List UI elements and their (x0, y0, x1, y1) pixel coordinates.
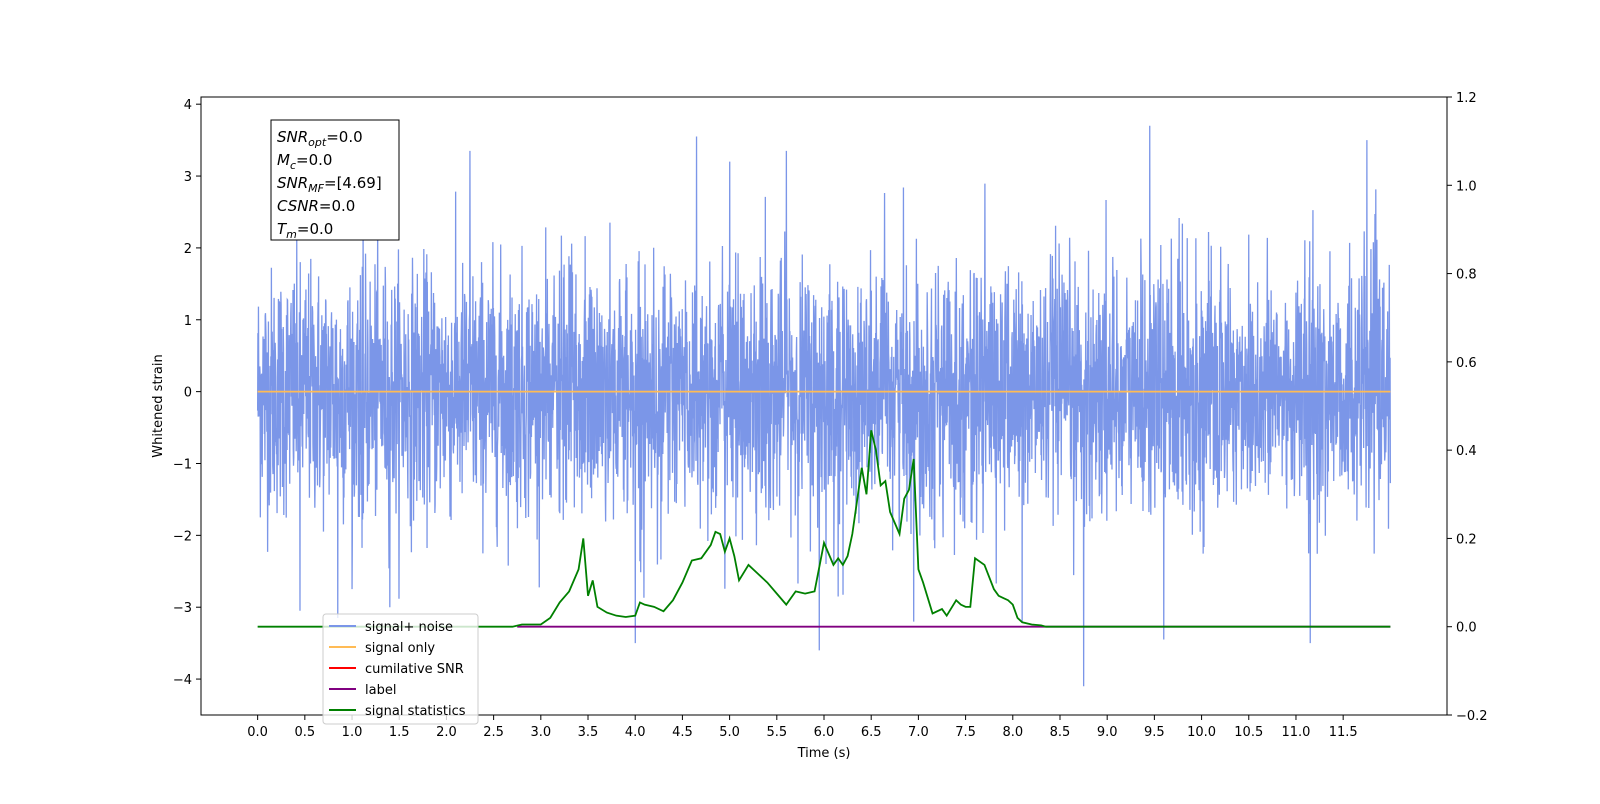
y-left-tick-label: −3 (173, 601, 192, 616)
stats-subscript: m (286, 228, 297, 241)
y-axis-label: Whitened strain (151, 354, 166, 457)
stats-box-frame (270, 119, 400, 241)
series-line-signal-statistics (257, 430, 1391, 628)
stats-symbol: M (277, 151, 290, 169)
legend-entry-label: signal only (365, 641, 435, 656)
x-axis-label: Time (s) (797, 746, 851, 761)
stats-value: =[4.69] (324, 174, 382, 192)
stats-line: SNRMF=[4.69] (277, 174, 382, 195)
y-left-tick-label: −1 (173, 457, 192, 472)
stats-subscript: opt (308, 136, 327, 149)
legend-entry-label: signal+ noise (365, 620, 453, 635)
legend: signal+ noise signal only cumilative SNR la… (322, 613, 479, 725)
y-right-tick-label: 1.0 (1456, 179, 1477, 194)
stats-symbol: SNR (277, 128, 308, 146)
legend-frame (322, 613, 479, 725)
stats-value: =0.0 (296, 151, 332, 169)
x-tick-label: 9.0 (1097, 725, 1118, 740)
x-tick-label: 9.5 (1144, 725, 1165, 740)
x-tick-label: 1.0 (342, 725, 363, 740)
y-left-tick-label: 1 (184, 314, 192, 329)
legend-entry-label: cumilative SNR (365, 662, 464, 677)
x-tick-label: 1.5 (389, 725, 410, 740)
x-tick-label: 6.5 (861, 725, 882, 740)
x-tick-label: 2.0 (436, 725, 457, 740)
x-tick-label: 8.0 (1002, 725, 1023, 740)
x-tick-label: 5.5 (766, 725, 787, 740)
legend-entry-label: label (365, 683, 396, 698)
y-right-tick-label: 0.8 (1456, 268, 1477, 283)
x-tick-label: 10.0 (1187, 725, 1216, 740)
y-right-tick-label: 0.0 (1456, 621, 1477, 636)
x-tick-label: 0.0 (247, 725, 268, 740)
y-left-tick-label: −4 (173, 673, 192, 688)
stats-symbol: SNR (277, 174, 308, 192)
x-tick-label: 11.0 (1281, 725, 1310, 740)
x-tick-label: 7.0 (908, 725, 929, 740)
stats-subscript: MF (308, 182, 324, 195)
x-tick-label: 7.5 (955, 725, 976, 740)
x-tick-label: 3.0 (530, 725, 551, 740)
legend-entry-label: signal statistics (365, 704, 466, 719)
x-tick-label: 11.5 (1329, 725, 1358, 740)
y-right-tick-label: 0.2 (1456, 532, 1477, 547)
stats-subscript: c (290, 159, 296, 172)
y-left-tick-label: 0 (184, 386, 192, 401)
stats-value: =0.0 (297, 220, 333, 238)
x-tick-label: 3.5 (578, 725, 599, 740)
y-left-tick-label: 4 (184, 98, 192, 113)
stats-line: Mc=0.0 (277, 151, 332, 172)
x-tick-label: 4.5 (672, 725, 693, 740)
x-tick-label: 10.5 (1234, 725, 1263, 740)
y-right-tick-label: 1.2 (1456, 91, 1477, 106)
y-right-tick-label: 0.6 (1456, 356, 1477, 371)
x-tick-label: 5.0 (719, 725, 740, 740)
y-left-tick-label: 3 (184, 170, 192, 185)
stats-value: =0.0 (319, 197, 355, 215)
stats-value: =0.0 (326, 128, 362, 146)
stats-line: SNRopt=0.0 (277, 128, 363, 149)
stats-box: SNRopt=0.0Mc=0.0SNRMF=[4.69]CSNR=0.0Tm=0… (270, 119, 400, 241)
noise-trace-layer (256, 125, 1392, 687)
y-left-tick-label: 2 (184, 242, 192, 257)
stats-symbol: T (277, 220, 288, 238)
signal-noise-line (256, 125, 1392, 687)
y-right-tick-label: 0.4 (1456, 444, 1477, 459)
stats-line: Tm=0.0 (277, 220, 333, 241)
series-layer (257, 390, 1391, 628)
x-tick-label: 0.5 (294, 725, 315, 740)
x-tick-label: 8.5 (1050, 725, 1071, 740)
stats-line: CSNR=0.0 (277, 197, 355, 215)
axes-layer: 0.0 0.5 1.0 1.5 2.0 2.5 3.0 3.5 4.0 4.5 5.0 5.5 6.0 6… (151, 91, 1488, 761)
x-tick-label: 6.0 (814, 725, 835, 740)
y-right-tick-label: −0.2 (1456, 709, 1488, 724)
stats-symbol: CSNR (277, 197, 319, 215)
x-tick-label: 4.0 (625, 725, 646, 740)
x-tick-label: 2.5 (483, 725, 504, 740)
y-left-tick-label: −2 (173, 529, 192, 544)
